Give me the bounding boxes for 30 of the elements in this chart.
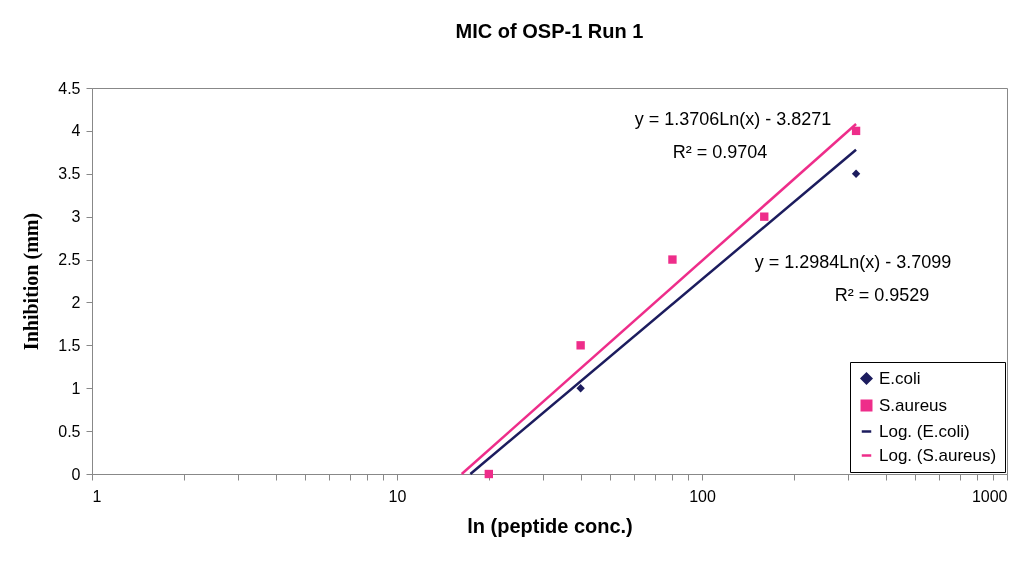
y-tick-label: 0 <box>71 465 81 483</box>
y-tick-label: 2 <box>71 293 81 311</box>
y-tick-label: 1 <box>71 379 81 397</box>
annotation: y = 1.2984Ln(x) - 3.7099 <box>754 252 952 272</box>
x-tick-label: 1000 <box>971 487 1008 505</box>
y-tick-label: 3 <box>71 208 81 226</box>
x-tick-label: 1 <box>92 487 102 505</box>
y-tick-label: 2.5 <box>58 251 81 269</box>
point <box>851 126 861 136</box>
point <box>484 469 493 479</box>
y-axis-title: Inhibition (mm) <box>20 212 44 351</box>
chart-title: MIC of OSP-1 Run 1 <box>455 20 644 42</box>
x-axis-title: ln (peptide conc.) <box>467 514 633 537</box>
annotation: y = 1.3706Ln(x) - 3.8271 <box>634 109 832 129</box>
x-tick-label: 10 <box>388 487 407 505</box>
annotation: R² = 0.9529 <box>834 285 930 305</box>
y-tick-label: 4 <box>71 122 81 140</box>
y-tick-label: 3.5 <box>58 165 81 183</box>
point <box>760 212 769 221</box>
y-tick-label: 4.5 <box>58 79 81 97</box>
point <box>668 255 677 264</box>
legend-label: Log. (E.coli) <box>879 421 970 441</box>
legend-label: E.coli <box>879 368 921 388</box>
point <box>576 341 585 350</box>
y-tick-label: 1.5 <box>58 336 81 354</box>
legend-label: S.aureus <box>879 395 948 415</box>
y-tick-label: 0.5 <box>58 422 81 440</box>
x-tick-label: 100 <box>689 487 716 505</box>
annotation: R² = 0.9704 <box>672 142 768 162</box>
legend-label: Log. (S.aureus) <box>879 445 997 465</box>
